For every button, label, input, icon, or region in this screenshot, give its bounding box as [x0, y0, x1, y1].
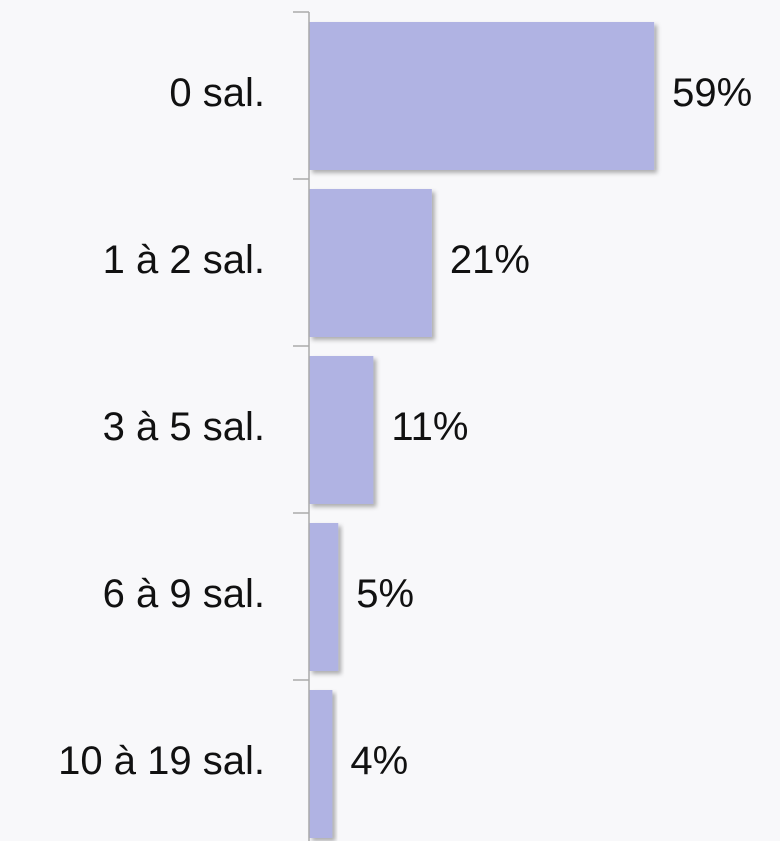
bar: [309, 690, 333, 838]
value-label: 4%: [350, 739, 408, 783]
bar: [309, 189, 432, 337]
bar: [309, 356, 374, 504]
category-label: 6 à 9 sal.: [103, 572, 265, 616]
category-label: 1 à 2 sal.: [103, 238, 265, 282]
value-label: 59%: [672, 71, 752, 115]
value-label: 5%: [356, 572, 414, 616]
category-label: 3 à 5 sal.: [103, 405, 265, 449]
value-label: 21%: [450, 238, 530, 282]
bar: [309, 523, 339, 671]
category-label: 10 à 19 sal.: [58, 739, 265, 783]
value-label: 11%: [391, 405, 468, 449]
category-label: 0 sal.: [169, 71, 265, 115]
bar: [309, 22, 655, 170]
